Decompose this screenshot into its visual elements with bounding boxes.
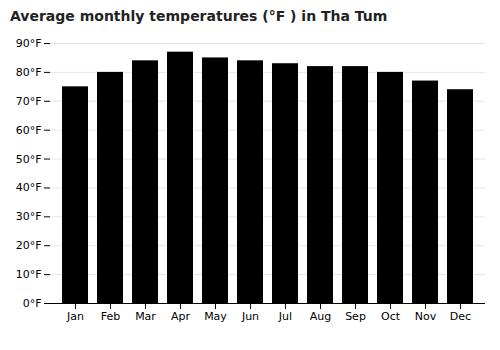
svg-text:20°F: 20°F [16,239,42,252]
svg-text:90°F: 90°F [16,37,42,50]
svg-text:30°F: 30°F [16,210,42,223]
svg-text:70°F: 70°F [16,95,42,108]
svg-text:Jul: Jul [278,310,292,323]
svg-text:40°F: 40°F [16,181,42,194]
svg-text:Dec: Dec [450,310,471,323]
svg-text:Apr: Apr [171,310,191,323]
svg-text:Oct: Oct [381,310,401,323]
svg-text:Aug: Aug [310,310,331,323]
svg-text:80°F: 80°F [16,66,42,79]
svg-text:May: May [204,310,227,323]
svg-text:Sep: Sep [345,310,366,323]
svg-text:Jan: Jan [66,310,84,323]
svg-text:Feb: Feb [101,310,120,323]
svg-text:10°F: 10°F [16,268,42,281]
html-text:Average monthly temperatures (: Average monthly temperatures (°F ) in Th… [10,8,388,24]
svg-text:0°F: 0°F [23,297,42,310]
svg-text:Nov: Nov [415,310,437,323]
svg-text:50°F: 50°F [16,153,42,166]
svg-text:60°F: 60°F [16,124,42,137]
svg-text:Mar: Mar [135,310,156,323]
svg-text:Jun: Jun [241,310,259,323]
